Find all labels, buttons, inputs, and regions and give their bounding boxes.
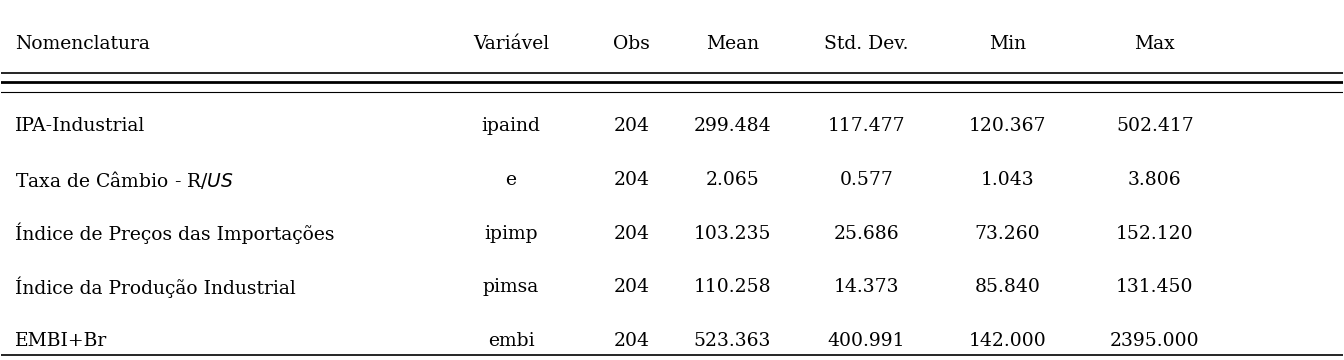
- Text: 502.417: 502.417: [1116, 117, 1193, 135]
- Text: Max: Max: [1134, 35, 1175, 53]
- Text: 1.043: 1.043: [981, 171, 1034, 189]
- Text: 25.686: 25.686: [833, 225, 899, 243]
- Text: 14.373: 14.373: [833, 278, 899, 296]
- Text: embi: embi: [488, 332, 535, 350]
- Text: e: e: [505, 171, 516, 189]
- Text: Taxa de Câmbio - R$/US$: Taxa de Câmbio - R$/US$: [15, 169, 234, 191]
- Text: Nomenclatura: Nomenclatura: [15, 35, 149, 53]
- Text: 523.363: 523.363: [694, 332, 771, 350]
- Text: 85.840: 85.840: [974, 278, 1040, 296]
- Text: IPA-Industrial: IPA-Industrial: [15, 117, 145, 135]
- Text: 204: 204: [614, 278, 649, 296]
- Text: EMBI+Br: EMBI+Br: [15, 332, 108, 350]
- Text: Mean: Mean: [706, 35, 759, 53]
- Text: Min: Min: [989, 35, 1025, 53]
- Text: 0.577: 0.577: [840, 171, 894, 189]
- Text: 2.065: 2.065: [706, 171, 759, 189]
- Text: 400.991: 400.991: [828, 332, 906, 350]
- Text: 204: 204: [614, 171, 649, 189]
- Text: 3.806: 3.806: [1128, 171, 1181, 189]
- Text: ipaind: ipaind: [481, 117, 540, 135]
- Text: pimsa: pimsa: [482, 278, 539, 296]
- Text: Índice de Preços das Importações: Índice de Preços das Importações: [15, 223, 335, 244]
- Text: 152.120: 152.120: [1116, 225, 1193, 243]
- Text: 110.258: 110.258: [694, 278, 771, 296]
- Text: 120.367: 120.367: [969, 117, 1046, 135]
- Text: ipimp: ipimp: [484, 225, 538, 243]
- Text: Variável: Variável: [473, 35, 550, 53]
- Text: 204: 204: [614, 117, 649, 135]
- Text: 299.484: 299.484: [694, 117, 771, 135]
- Text: 204: 204: [614, 225, 649, 243]
- Text: Obs: Obs: [613, 35, 650, 53]
- Text: Índice da Produção Industrial: Índice da Produção Industrial: [15, 276, 296, 298]
- Text: Std. Dev.: Std. Dev.: [824, 35, 909, 53]
- Text: 117.477: 117.477: [828, 117, 906, 135]
- Text: 103.235: 103.235: [694, 225, 771, 243]
- Text: 131.450: 131.450: [1116, 278, 1193, 296]
- Text: 73.260: 73.260: [974, 225, 1040, 243]
- Text: 2395.000: 2395.000: [1110, 332, 1200, 350]
- Text: 204: 204: [614, 332, 649, 350]
- Text: 142.000: 142.000: [969, 332, 1046, 350]
